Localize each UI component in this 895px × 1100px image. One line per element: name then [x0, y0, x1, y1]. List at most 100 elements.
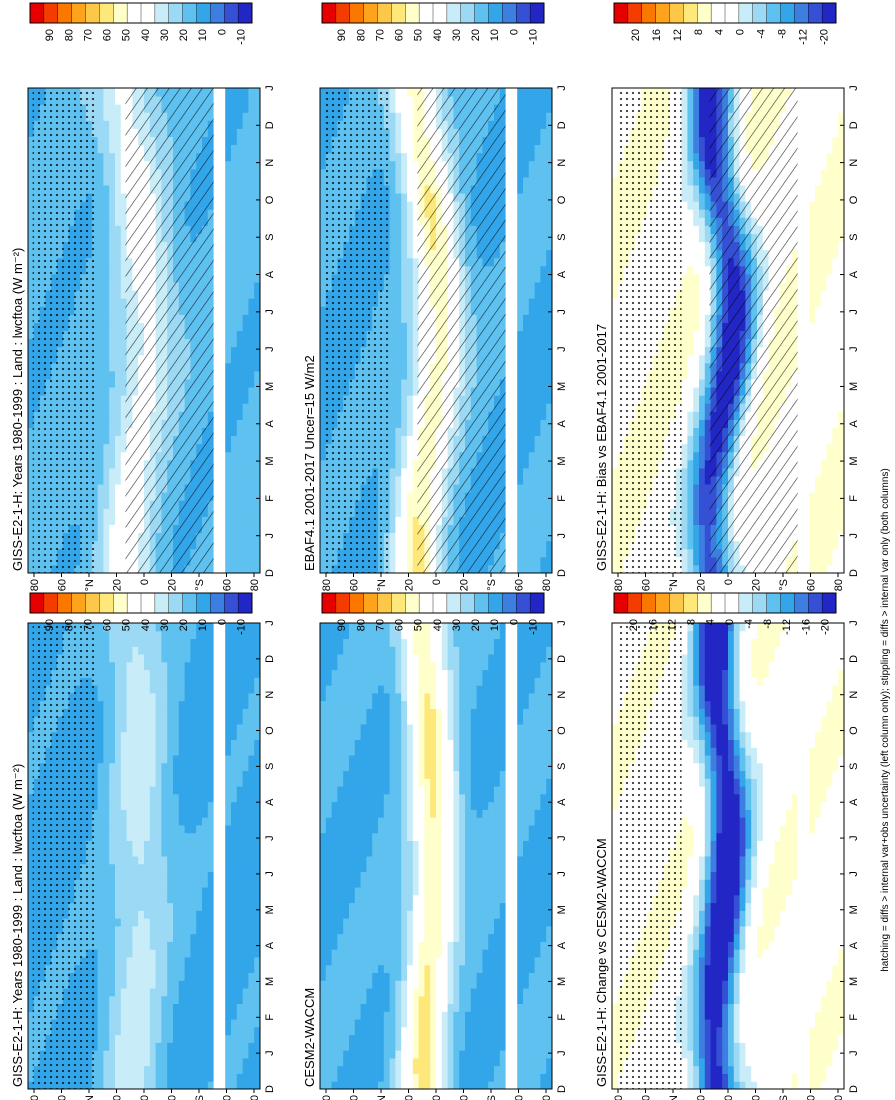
month-tick-label: M: [848, 456, 860, 465]
month-tick-label: J: [848, 835, 860, 841]
month-tick-label: A: [556, 941, 568, 949]
colorbar-frame: [29, 592, 253, 614]
footer-note: hatching = diffs > internal var+obs unce…: [880, 468, 891, 972]
lat-tick-label: 20: [459, 579, 471, 591]
colorbar-swatch: [140, 2, 156, 24]
colorbar-label: 8: [686, 619, 698, 625]
month-tick-label: J: [264, 346, 276, 352]
colorbar-swatch: [794, 2, 809, 24]
colorbar-swatch: [418, 592, 434, 614]
colorbar-frame: [321, 2, 545, 24]
lat-tick-label: °N: [84, 1095, 96, 1100]
colorbar-swatch: [516, 2, 531, 24]
lat-tick-label: 80: [541, 1095, 553, 1100]
lat-tick-label: 60: [641, 579, 653, 591]
colorbar-label: -4: [743, 619, 755, 629]
month-tick-label: N: [264, 691, 276, 699]
month-tick-label: F: [848, 495, 860, 502]
colorbar-swatch: [432, 592, 448, 614]
lat-tick-label: 60: [514, 579, 526, 591]
colorbar-label: 20: [470, 29, 482, 41]
lat-tick-label: 80: [613, 579, 625, 591]
colorbar-swatch: [168, 2, 184, 24]
panel-title: EBAF4.1 2001-2017 Uncer=15 W/m2: [302, 355, 317, 571]
colorbar-swatch: [113, 592, 128, 614]
colorbar-label: -16: [800, 619, 812, 635]
colorbar-swatch: [154, 2, 170, 24]
colorbar-swatch: [126, 592, 142, 614]
colorbar-swatch: [641, 592, 657, 614]
lat-tick-label: 80: [29, 1095, 41, 1100]
colorbar-swatch: [43, 592, 59, 614]
colorbar-swatch: [349, 2, 365, 24]
colorbar-swatch: [210, 592, 225, 614]
colorbar-swatch: [752, 2, 768, 24]
colorbar-label: 4: [714, 29, 726, 35]
lat-tick-label: 20: [404, 579, 416, 591]
colorbar-label: -8: [777, 29, 789, 39]
colorbar-label: 10: [489, 29, 501, 41]
colorbar-label: 10: [197, 29, 209, 41]
lat-tick-label: °S: [486, 1095, 498, 1100]
lat-tick-label: 60: [57, 579, 69, 591]
colorbar-swatch: [363, 2, 379, 24]
heatmap-cells: [28, 623, 261, 1090]
colorbar-label: 4: [705, 619, 717, 625]
colorbar-swatch: [57, 592, 73, 614]
month-tick-label: O: [556, 195, 568, 204]
colorbar-label: 12: [672, 29, 684, 41]
colorbar-label: 50: [121, 29, 133, 41]
colorbar-frame: [321, 592, 545, 614]
month-tick-label: D: [556, 655, 568, 663]
colorbar-swatch: [418, 2, 434, 24]
colorbar-label: 90: [44, 29, 56, 41]
colorbar-swatch: [99, 592, 114, 614]
colorbar-label: 70: [82, 29, 94, 41]
lat-tick-label: °S: [778, 1095, 790, 1100]
lat-tick-label: 60: [222, 1095, 234, 1100]
colorbar-label: -4: [756, 29, 768, 39]
month-tick-label: D: [264, 655, 276, 663]
stippling-overlay: [616, 88, 682, 573]
colorbar-label: 10: [197, 619, 209, 631]
lat-tick-label: 20: [167, 1095, 179, 1100]
colorbar-frame: [613, 2, 837, 24]
month-tick-label: M: [848, 905, 860, 914]
lat-tick-label: °S: [778, 579, 790, 591]
month-tick-label: J: [264, 620, 276, 626]
month-tick-label: S: [848, 234, 860, 241]
colorbar-label: 0: [735, 29, 747, 35]
colorbar-swatch: [29, 2, 45, 24]
month-tick-label: D: [848, 1085, 860, 1093]
lat-tick-label: 80: [833, 579, 845, 591]
colorbar-swatch: [683, 592, 698, 614]
colorbar: 90 80 70 60 50 40 30 20 10 0 -10: [29, 592, 253, 635]
month-tick-label: J: [264, 835, 276, 841]
month-tick-label: A: [556, 419, 568, 427]
colorbar-swatch: [377, 2, 392, 24]
hatching-overlay: [709, 88, 798, 573]
month-tick-label: O: [264, 195, 276, 204]
month-tick-label: J: [556, 309, 568, 315]
colorbar-label: 0: [724, 619, 736, 625]
colorbar-swatch: [724, 592, 740, 614]
hatching-overlay: [125, 88, 214, 573]
colorbar-swatch: [126, 2, 142, 24]
stippling-overlay: [616, 623, 682, 1089]
colorbar-swatch: [641, 2, 657, 24]
lat-tick-label: 60: [349, 579, 361, 591]
colorbar-label: 20: [470, 619, 482, 631]
month-tick-label: S: [264, 234, 276, 241]
colorbar-swatch: [432, 2, 448, 24]
colorbar: 20 16 12 8 4 0 -4 -8 -12 -20: [613, 2, 837, 45]
colorbar-label: 80: [355, 619, 367, 631]
lat-tick-label: 20: [112, 579, 124, 591]
colorbar-label: 20: [628, 619, 640, 631]
colorbar-swatch: [154, 592, 170, 614]
colorbar-label: 80: [63, 619, 75, 631]
month-tick-label: A: [848, 798, 860, 806]
colorbar-label: 10: [489, 619, 501, 631]
month-tick-label: D: [556, 121, 568, 129]
colorbar-swatch: [85, 2, 100, 24]
colorbar-swatch: [335, 2, 351, 24]
